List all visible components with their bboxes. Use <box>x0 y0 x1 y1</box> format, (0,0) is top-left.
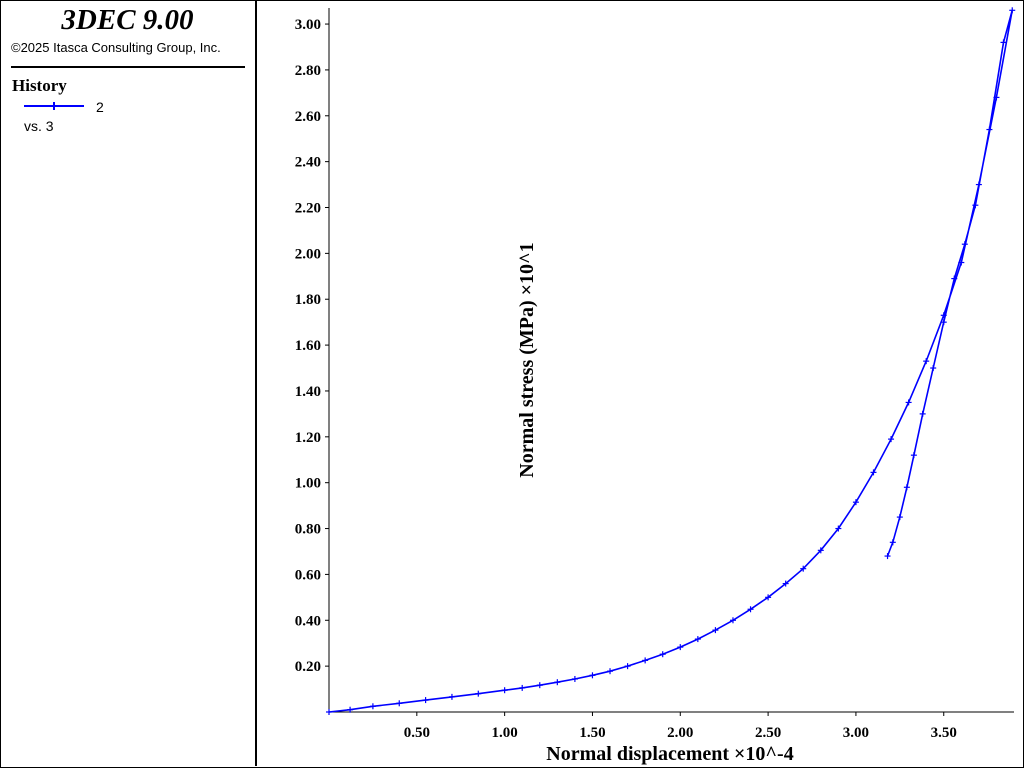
x-tick-label: 1.00 <box>492 725 518 741</box>
data-point-marker <box>624 663 631 670</box>
data-point-marker <box>1000 39 1007 46</box>
data-point-marker <box>519 684 526 691</box>
x-tick-label: 1.50 <box>579 725 605 741</box>
axes <box>328 8 1014 713</box>
y-tick-label: 1.20 <box>295 430 321 446</box>
x-tick-label: 2.00 <box>667 725 693 741</box>
y-tick-label: 0.40 <box>295 613 321 629</box>
data-point-marker <box>896 514 903 521</box>
x-tick-label: 0.50 <box>404 725 430 741</box>
data-point-marker <box>817 547 824 554</box>
data-point-marker <box>961 241 968 248</box>
copyright-text: ©2025 Itasca Consulting Group, Inc. <box>11 40 221 55</box>
y-tick-label: 2.60 <box>295 109 321 125</box>
data-point-marker <box>571 675 578 682</box>
legend-line-icon <box>24 102 84 110</box>
history-heading: History <box>12 76 67 95</box>
data-point-marker <box>958 259 965 266</box>
data-point-marker <box>536 682 543 689</box>
data-point-marker <box>501 687 508 694</box>
y-tick-label: 1.00 <box>295 476 321 492</box>
data-point-marker <box>800 565 807 572</box>
data-point-marker <box>993 94 1000 101</box>
data-point-marker <box>677 644 684 651</box>
data-point-marker <box>694 636 701 643</box>
data-point-marker <box>747 606 754 613</box>
y-tick-label: 0.20 <box>295 659 321 675</box>
data-point-marker <box>951 275 958 282</box>
data-point-marker <box>396 700 403 707</box>
y-tick-label: 2.40 <box>295 155 321 171</box>
y-tick-label: 0.60 <box>295 567 321 583</box>
chart: 0.50 1.00 1.50 2.00 2.50 3.00 3.50 0.20 0.40 0.6… <box>295 7 1016 765</box>
data-point-marker <box>642 657 649 664</box>
app-title: 3DEC 9.00 <box>61 4 194 36</box>
x-tick-label: 3.00 <box>843 725 869 741</box>
data-point-marker <box>930 365 937 372</box>
y-tick-label: 2.80 <box>295 63 321 79</box>
data-point-marker <box>554 679 561 686</box>
x-tick-labels: 0.50 1.00 1.50 2.00 2.50 3.00 3.50 <box>404 712 957 741</box>
data-point-marker <box>729 617 736 624</box>
y-axis-label: Normal stress (MPa) ×10^1 <box>516 242 538 477</box>
y-tick-label: 2.20 <box>295 201 321 217</box>
series-group <box>326 7 1016 715</box>
y-tick-label: 1.80 <box>295 292 321 308</box>
data-point-marker <box>589 672 596 679</box>
x-axis-label: Normal displacement ×10^-4 <box>546 743 793 765</box>
data-point-marker <box>975 181 982 188</box>
data-point-marker <box>1009 7 1016 14</box>
data-point-marker <box>659 651 666 658</box>
data-point-marker <box>369 703 376 710</box>
data-point-marker <box>870 469 877 476</box>
separator <box>11 66 245 68</box>
data-point-marker <box>923 358 930 365</box>
data-point-marker <box>972 202 979 209</box>
data-point-marker <box>712 627 719 634</box>
data-point-marker <box>326 709 332 715</box>
data-point-marker <box>852 499 859 506</box>
data-point-marker <box>986 126 993 133</box>
data-point-marker <box>422 697 429 704</box>
data-point-marker <box>607 668 614 675</box>
data-point-marker <box>448 693 455 700</box>
y-tick-label: 3.00 <box>295 17 321 33</box>
legend-entry-vs: vs. 3 <box>24 118 54 134</box>
data-point-marker <box>919 410 926 417</box>
y-tick-label: 0.80 <box>295 522 321 538</box>
y-tick-labels: 0.20 0.40 0.60 0.80 1.00 1.20 1.40 1.60 1.80 2.00… <box>295 17 329 675</box>
data-point-marker <box>888 436 895 443</box>
series-line <box>328 10 1013 713</box>
data-point-marker <box>940 312 947 319</box>
y-tick-label: 2.00 <box>295 246 321 262</box>
data-point-marker <box>475 690 482 697</box>
legend-panel: 3DEC 9.00 ©2025 Itasca Consulting Group,… <box>0 0 257 766</box>
y-tick-label: 1.40 <box>295 384 321 400</box>
data-point-marker <box>835 525 842 532</box>
x-tick-label: 3.50 <box>931 725 957 741</box>
data-point-marker <box>884 553 891 560</box>
legend-entry-label: 2 <box>96 99 104 115</box>
data-point-marker <box>940 319 947 326</box>
y-tick-label: 1.60 <box>295 338 321 354</box>
data-point-marker <box>903 484 910 491</box>
data-point-marker <box>910 452 917 459</box>
x-tick-label: 2.50 <box>755 725 781 741</box>
data-point-marker <box>347 706 354 713</box>
data-point-marker <box>782 580 789 587</box>
data-point-marker <box>905 399 912 406</box>
data-point-marker <box>889 539 896 546</box>
data-point-marker <box>765 594 772 601</box>
